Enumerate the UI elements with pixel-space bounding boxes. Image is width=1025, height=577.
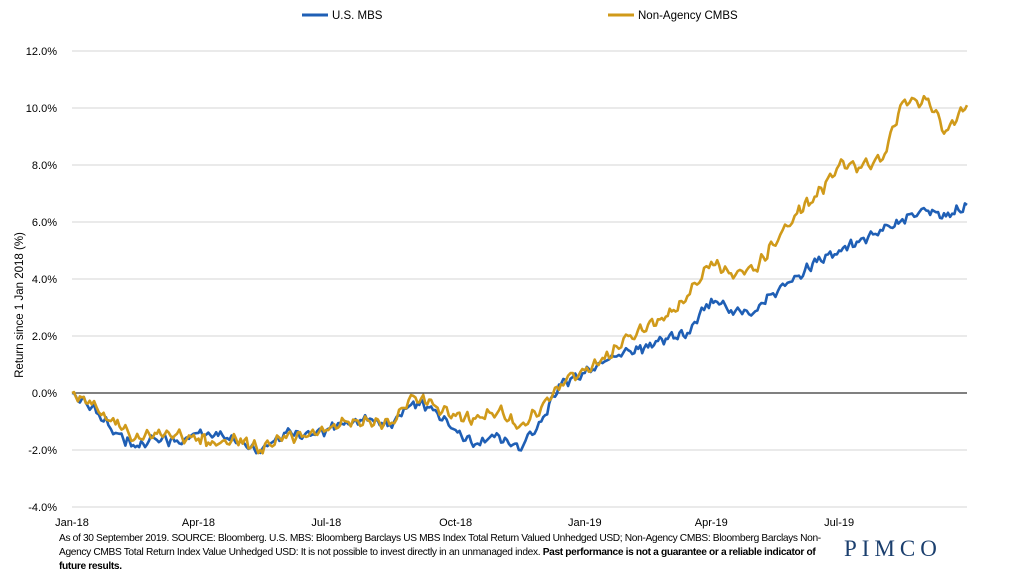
y-tick-label: 2.0% — [32, 331, 57, 343]
y-tick-label: -4.0% — [28, 502, 57, 514]
x-tick-label: Jan-18 — [55, 517, 89, 529]
x-tick-label: Jul-18 — [311, 517, 341, 529]
y-tick-label: 6.0% — [32, 217, 57, 229]
y-axis-label: Return since 1 Jan 2018 (%) — [14, 232, 26, 378]
y-tick-label: 10.0% — [26, 103, 57, 115]
y-axis: -4.0% -2.0% 0.0% 2.0% 4.0% 6.0% 8.0% 10.0% 12.0% — [26, 46, 57, 514]
footnote-text: As of 30 September 2019. SOURCE: Bloombe… — [59, 533, 821, 558]
legend-label: U.S. MBS — [332, 10, 383, 22]
y-tick-label: 4.0% — [32, 274, 57, 286]
series-lines — [71, 94, 969, 455]
x-axis: Jan-18 Apr-18 Jul-18 Oct-18 Jan-19 Apr-19 Jul-… — [55, 517, 854, 529]
legend-label: Non-Agency CMBS — [638, 10, 738, 22]
y-tick-label: 12.0% — [26, 46, 57, 58]
legend: U.S. MBS Non-Agency CMBS — [302, 10, 738, 22]
x-tick-label: Jan-19 — [568, 517, 602, 529]
y-tick-label: 0.0% — [32, 388, 57, 400]
y-tick-label: 8.0% — [32, 160, 57, 172]
x-tick-label: Oct-18 — [439, 517, 472, 529]
footnote-disclaimer: Past performance is not a guarantee or a… — [59, 547, 816, 572]
series-line-non-agency-cmbs — [71, 94, 969, 455]
y-tick-label: -2.0% — [28, 445, 57, 457]
x-tick-label: Apr-18 — [182, 517, 215, 529]
footnote: As of 30 September 2019. SOURCE: Bloombe… — [59, 532, 829, 574]
pimco-logo: PIMCO — [844, 536, 942, 561]
series-line-us-mbs — [71, 202, 968, 455]
x-tick-label: Apr-19 — [695, 517, 728, 529]
chart-area: -4.0% -2.0% 0.0% 2.0% 4.0% 6.0% 8.0% 10.0% 12.0%… — [14, 10, 969, 529]
x-tick-label: Jul-19 — [824, 517, 854, 529]
